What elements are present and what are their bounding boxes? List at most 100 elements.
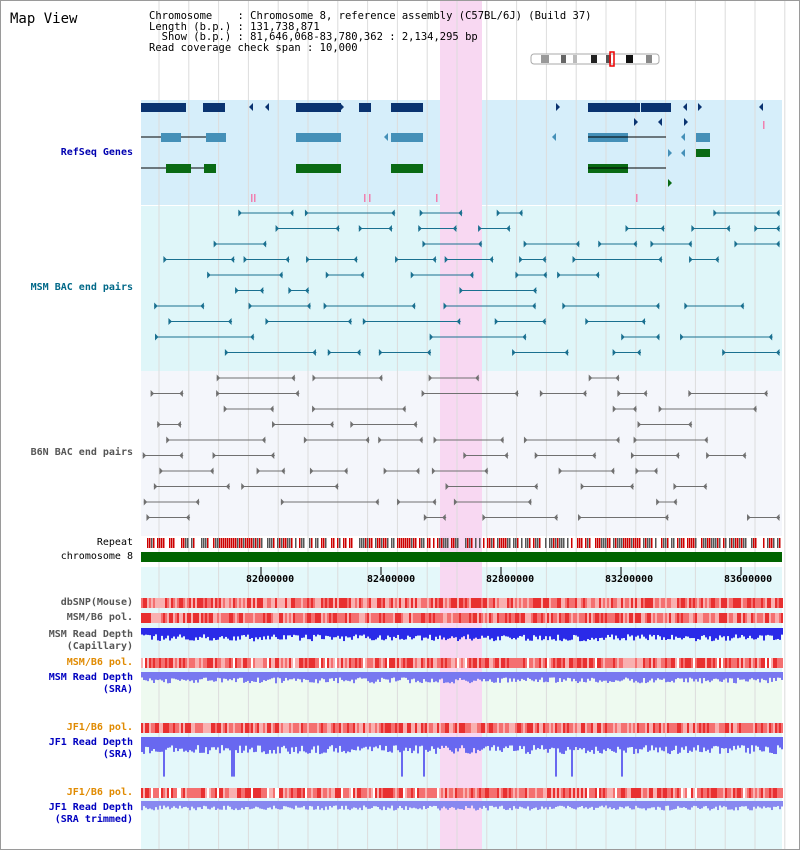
- repeat-element: [475, 538, 477, 548]
- polymorphism-cell: [299, 723, 301, 733]
- track-label-jf1-depth-sra[interactable]: JF1 Read Depth (SRA): [49, 737, 133, 761]
- read-depth-bar: [191, 672, 193, 681]
- read-depth-bar: [155, 628, 157, 635]
- track-label-jf1-b6-pol-2[interactable]: JF1/B6 pol.: [66, 787, 133, 798]
- read-depth-bar: [225, 672, 227, 679]
- read-depth-bar: [171, 737, 173, 746]
- polymorphism-cell: [159, 788, 161, 798]
- read-depth-bar: [347, 672, 349, 681]
- read-depth-bar: [261, 672, 263, 683]
- strand-arrow: [142, 452, 147, 459]
- polymorphism-cell: [773, 723, 775, 733]
- read-depth-bar: [447, 672, 449, 683]
- polymorphism-cell: [153, 598, 155, 608]
- strand-arrow: [680, 333, 684, 341]
- read-depth-bar: [435, 672, 437, 682]
- read-depth-bar: [507, 737, 509, 748]
- read-depth-bar: [627, 672, 629, 679]
- read-depth-bar: [775, 801, 777, 807]
- track-label-jf1-depth-trimmed[interactable]: JF1 Read Depth (SRA trimmed): [49, 802, 133, 826]
- polymorphism-cell: [605, 658, 607, 668]
- polymorphism-cell: [747, 613, 749, 623]
- track-label-msm-depth-sra[interactable]: MSM Read Depth (SRA): [49, 672, 133, 696]
- polymorphism-cell: [265, 613, 267, 623]
- polymorphism-cell: [545, 658, 547, 668]
- polymorphism-cell: [609, 723, 611, 733]
- read-depth-bar: [219, 672, 221, 679]
- strand-arrow: [582, 390, 587, 397]
- track-label-refseq[interactable]: RefSeq Genes: [60, 147, 133, 158]
- read-depth-bar: [515, 672, 517, 682]
- polymorphism-cell: [363, 788, 365, 798]
- read-depth-bar: [755, 801, 757, 809]
- polymorphism-cell: [733, 788, 735, 798]
- polymorphism-cell: [161, 723, 163, 733]
- polymorphism-cell: [327, 658, 329, 668]
- polymorphism-cell: [423, 613, 425, 623]
- read-depth-bar: [331, 628, 333, 640]
- track-label-msm-depth-capillary[interactable]: MSM Read Depth (Capillary): [49, 629, 133, 653]
- read-depth-bar: [607, 801, 609, 809]
- polymorphism-cell: [483, 598, 485, 608]
- polymorphism-cell: [229, 788, 231, 798]
- polymorphism-cell: [589, 658, 591, 668]
- read-depth-bar: [211, 672, 213, 681]
- read-depth-bar: [661, 737, 663, 751]
- strand-arrow: [358, 225, 363, 232]
- read-depth-bar: [191, 628, 193, 641]
- repeat-element: [261, 538, 263, 548]
- track-label-msm-b6-pol-2[interactable]: MSM/B6 pol.: [66, 657, 133, 668]
- strand-arrow: [445, 483, 450, 490]
- track-label-dbsnp[interactable]: dbSNP(Mouse): [60, 597, 133, 608]
- polymorphism-cell: [491, 658, 493, 668]
- polymorphism-cell: [379, 723, 381, 733]
- read-depth-bar: [617, 672, 619, 681]
- read-depth-bar: [519, 737, 521, 746]
- strand-arrow: [542, 318, 546, 325]
- read-depth-bar: [557, 672, 559, 682]
- read-depth-bar: [781, 801, 783, 807]
- polymorphism-cell: [719, 658, 721, 668]
- read-depth-bar: [621, 628, 623, 639]
- polymorphism-cell: [335, 658, 337, 668]
- track-label-msm-b6-pol[interactable]: MSM/B6 pol.: [66, 612, 133, 623]
- polymorphism-cell: [727, 788, 729, 798]
- read-depth-bar: [651, 737, 653, 746]
- polymorphism-cell: [645, 723, 647, 733]
- polymorphism-cell: [689, 613, 691, 623]
- read-depth-bar: [473, 672, 475, 681]
- polymorphism-cell: [293, 723, 295, 733]
- track-label-b6n-bac[interactable]: B6N BAC end pairs: [30, 447, 133, 458]
- polymorphism-cell: [377, 788, 379, 798]
- strand-arrow: [225, 483, 230, 490]
- read-depth-bar: [685, 801, 687, 809]
- strand-arrow: [634, 118, 638, 126]
- polymorphism-cell: [543, 613, 545, 623]
- polymorphism-cell: [515, 723, 517, 733]
- polymorphism-cell: [431, 723, 433, 733]
- polymorphism-cell: [313, 788, 315, 798]
- read-depth-bar: [169, 737, 171, 748]
- read-depth-bar: [287, 801, 289, 808]
- track-label-jf1-b6-pol[interactable]: JF1/B6 pol.: [66, 722, 133, 733]
- polymorphism-cell: [377, 723, 379, 733]
- read-depth-bar: [723, 672, 725, 680]
- strand-arrow: [768, 333, 773, 341]
- read-depth-bar: [591, 672, 593, 678]
- polymorphism-cell: [205, 598, 207, 608]
- polymorphism-cell: [749, 723, 751, 733]
- strand-arrow: [523, 240, 528, 248]
- polymorphism-cell: [203, 598, 205, 608]
- polymorphism-cell: [171, 788, 173, 798]
- polymorphism-cell: [363, 613, 365, 623]
- track-label-chromosome[interactable]: chromosome 8: [60, 551, 133, 562]
- polymorphism-cell: [249, 788, 251, 798]
- polymorphism-cell: [461, 658, 463, 668]
- read-depth-bar: [545, 672, 547, 682]
- strand-arrow: [249, 103, 253, 111]
- polymorphism-cell: [217, 613, 219, 623]
- track-label-msm-bac[interactable]: MSM BAC end pairs: [30, 282, 133, 293]
- track-label-repeat[interactable]: Repeat: [96, 537, 133, 548]
- polymorphism-cell: [161, 788, 163, 798]
- polymorphism-cell: [655, 723, 657, 733]
